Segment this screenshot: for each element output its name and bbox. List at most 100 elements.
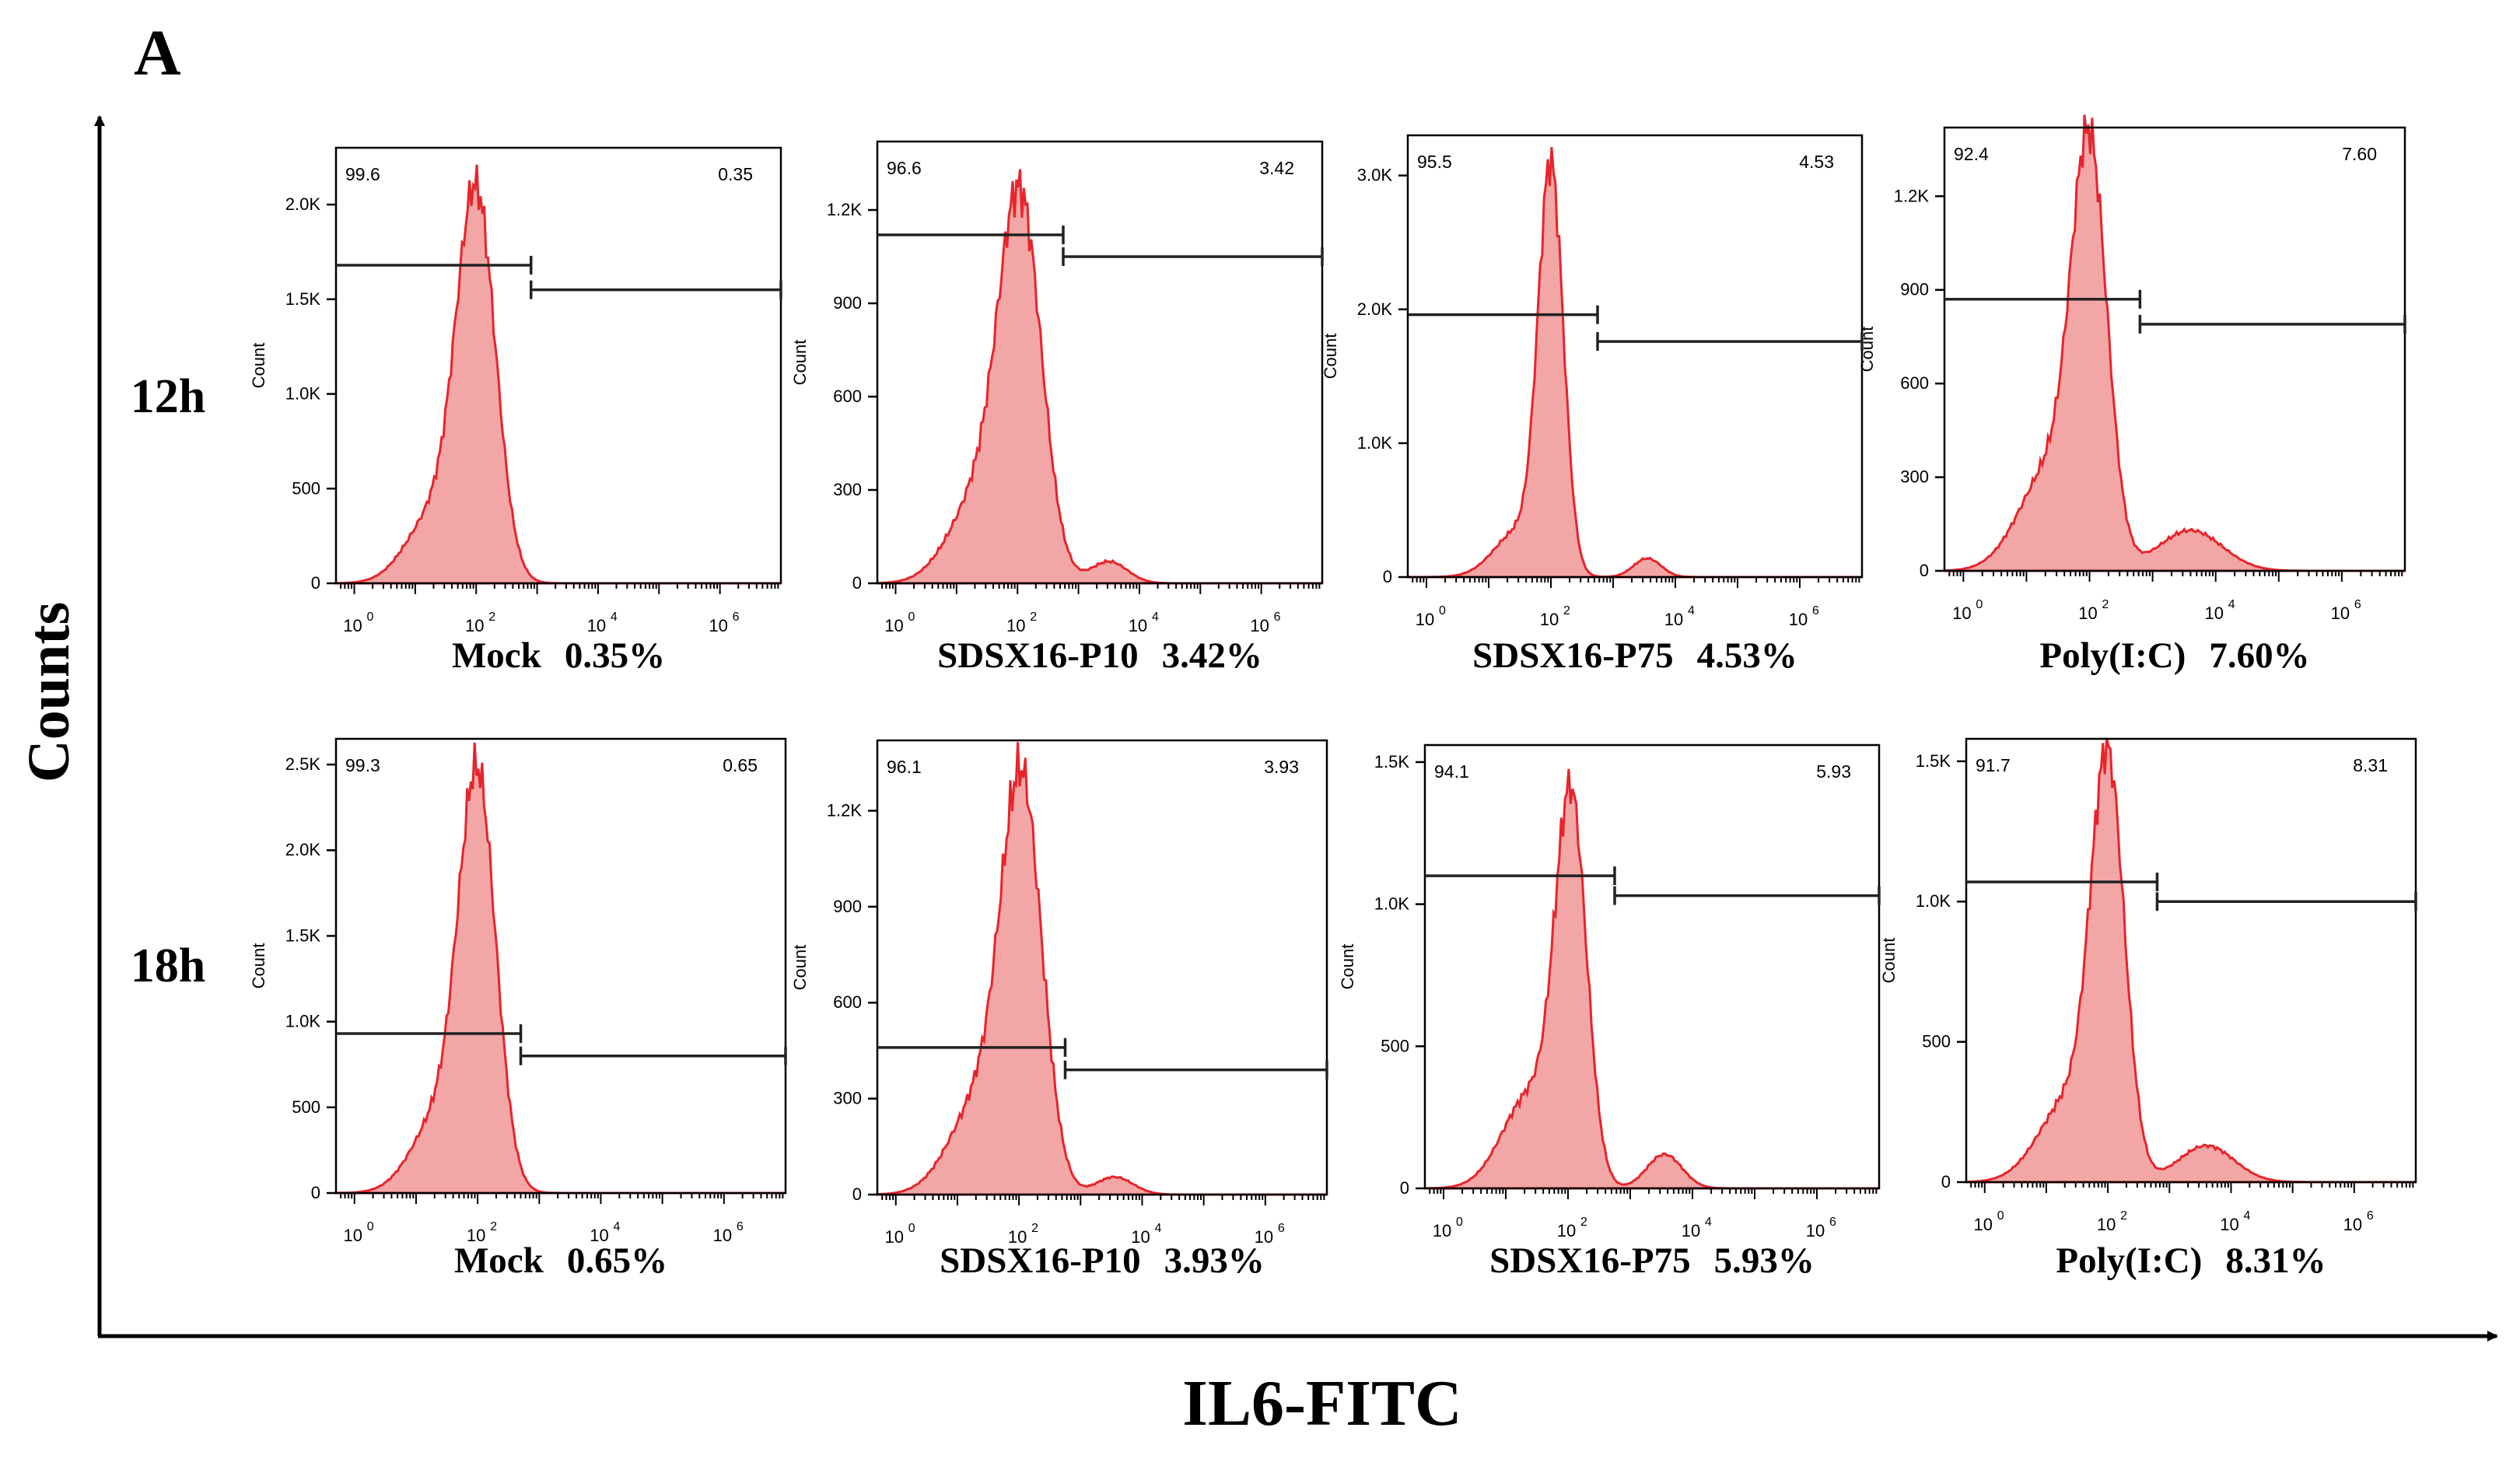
x-tick-exponent: 4 (611, 611, 618, 624)
x-tick-label: 10 (465, 616, 484, 635)
caption-name: Mock (454, 1240, 544, 1281)
gate-left-value: 96.1 (887, 757, 922, 777)
y-tick-label: 1.0K (1374, 894, 1410, 914)
x-tick-label: 10 (1131, 1227, 1150, 1247)
x-tick-exponent: 6 (2354, 598, 2361, 611)
x-tick-exponent: 6 (2367, 1209, 2374, 1223)
histogram-area (334, 742, 786, 1195)
y-tick-label: 0 (1941, 1172, 1951, 1191)
gate-left-value: 91.7 (1976, 755, 2011, 775)
histogram-area (1408, 146, 1862, 579)
gate-right (519, 1046, 787, 1065)
y-tick-label: 1.5K (1916, 751, 1951, 771)
histogram-panel-18h-2: 0 300 600 900 1.2K Count 10 0 10 2 10 4 10 6 96.1 3.93 S… (790, 739, 1328, 1281)
y-tick-label: 0 (1400, 1178, 1409, 1198)
y-tick-label: 300 (833, 1089, 862, 1108)
x-tick-exponent: 0 (908, 611, 915, 624)
x-tick-exponent: 0 (1439, 604, 1446, 618)
x-tick-exponent: 4 (1688, 604, 1695, 618)
plot-frame (334, 146, 782, 585)
histogram-panel-18h-1: 0 500 1.0K 1.5K 2.0K 2.5K Count 10 0 10 2 10 4 10 6 99.… (249, 737, 787, 1281)
histogram-area (876, 742, 1327, 1196)
y-tick-label: 0 (311, 573, 320, 593)
x-tick-exponent: 0 (367, 611, 374, 624)
y-tick-label: 1.5K (285, 289, 321, 309)
gate-right-value: 0.65 (723, 755, 758, 775)
caption-percent: 3.93% (1164, 1240, 1265, 1281)
x-tick-label: 10 (1664, 610, 1683, 629)
y-tick-label: 1.0K (1357, 433, 1393, 453)
y-tick-label: 1.5K (285, 925, 321, 945)
histogram-area (876, 169, 1322, 585)
y-tick-label: 500 (1381, 1036, 1409, 1055)
gate-left-value: 92.4 (1954, 144, 1989, 164)
gate-right-value: 8.31 (2353, 755, 2388, 775)
x-tick-label: 10 (1250, 616, 1269, 635)
y-axis-title: Count (249, 943, 268, 989)
x-tick-exponent: 0 (1997, 1209, 2004, 1223)
x-tick-label: 10 (709, 616, 727, 635)
y-tick-label: 2.0K (285, 194, 321, 214)
x-tick-label: 10 (884, 616, 903, 635)
gate-left (1944, 289, 2142, 309)
panel-letter: A (134, 17, 181, 89)
x-tick-exponent: 0 (1456, 1216, 1463, 1229)
y-tick-label: 1.2K (827, 200, 863, 219)
x-tick-exponent: 6 (1278, 1222, 1285, 1235)
x-tick-exponent: 2 (2120, 1209, 2127, 1223)
x-tick-exponent: 6 (1829, 1216, 1836, 1229)
caption-percent: 7.60% (2209, 635, 2309, 676)
x-tick-label: 10 (343, 616, 362, 635)
histogram-area (1965, 737, 2416, 1184)
plot-frame (1965, 737, 2417, 1184)
y-tick-label: 0 (1383, 567, 1392, 586)
y-tick-label: 500 (292, 1097, 320, 1117)
y-tick-label: 1.0K (1916, 891, 1951, 911)
panel-caption: Poly(I:C) 8.31% (2056, 1240, 2326, 1281)
x-tick-label: 10 (1008, 1227, 1027, 1247)
caption-percent: 3.42% (1162, 635, 1262, 676)
plot-frame (1943, 126, 2406, 572)
x-tick-exponent: 2 (2102, 598, 2109, 611)
x-tick-label: 10 (587, 616, 606, 635)
x-tick-exponent: 4 (2228, 598, 2235, 611)
x-tick-exponent: 2 (1031, 1222, 1038, 1235)
plot-frame (876, 739, 1328, 1196)
x-tick-label: 10 (1952, 604, 1971, 623)
caption-percent: 5.93% (1714, 1240, 1815, 1281)
y-axis-title: Count (1879, 938, 1899, 984)
y-tick-label: 1.2K (827, 800, 863, 820)
gate-right (2155, 892, 2417, 911)
gate-right-value: 5.93 (1816, 761, 1851, 782)
x-tick-label: 10 (2343, 1215, 2362, 1234)
gate-right (1063, 1060, 1328, 1079)
y-axis-title: Count (1321, 334, 1340, 380)
x-tick-exponent: 0 (367, 1220, 374, 1233)
caption-percent: 0.65% (567, 1240, 667, 1281)
y-tick-label: 0 (1920, 561, 1929, 580)
y-tick-label: 600 (833, 992, 862, 1012)
gate-left (1408, 305, 1599, 324)
x-tick-label: 10 (1540, 610, 1559, 629)
y-tick-label: 1.0K (285, 384, 321, 404)
gate-right (1062, 247, 1324, 266)
x-tick-label: 10 (1974, 1215, 1993, 1234)
y-tick-label: 900 (833, 293, 862, 313)
x-tick-label: 10 (344, 1226, 362, 1245)
y-tick-label: 500 (1922, 1032, 1951, 1051)
y-tick-label: 600 (833, 387, 862, 406)
caption-name: SDSX16-P75 (1472, 635, 1674, 676)
gate-right-value: 0.35 (718, 164, 753, 184)
x-tick-label: 10 (2097, 1215, 2116, 1234)
panel-caption: SDSX16-P75 5.93% (1489, 1240, 1815, 1281)
y-axis-label: Counts (16, 602, 82, 782)
y-tick-label: 600 (1900, 373, 1929, 393)
x-tick-exponent: 4 (1154, 1222, 1161, 1235)
histogram-panel-18h-4: 0 500 1.0K 1.5K Count 10 0 10 2 10 4 10 6 91.7 8.31 Pol… (1879, 737, 2417, 1281)
histogram-panel-12h-2: 0 300 600 900 1.2K Count 10 0 10 2 10 4 10 6 96.6 3.42 S… (790, 140, 1324, 676)
plot-frame (1423, 743, 1881, 1190)
x-tick-exponent: 2 (490, 1220, 497, 1233)
x-tick-exponent: 0 (908, 1222, 915, 1235)
y-tick-label: 300 (1900, 467, 1929, 487)
histogram-panel-18h-3: 0 500 1.0K 1.5K Count 10 0 10 2 10 4 10 6 94.1 5.93 SDS… (1338, 743, 1881, 1281)
